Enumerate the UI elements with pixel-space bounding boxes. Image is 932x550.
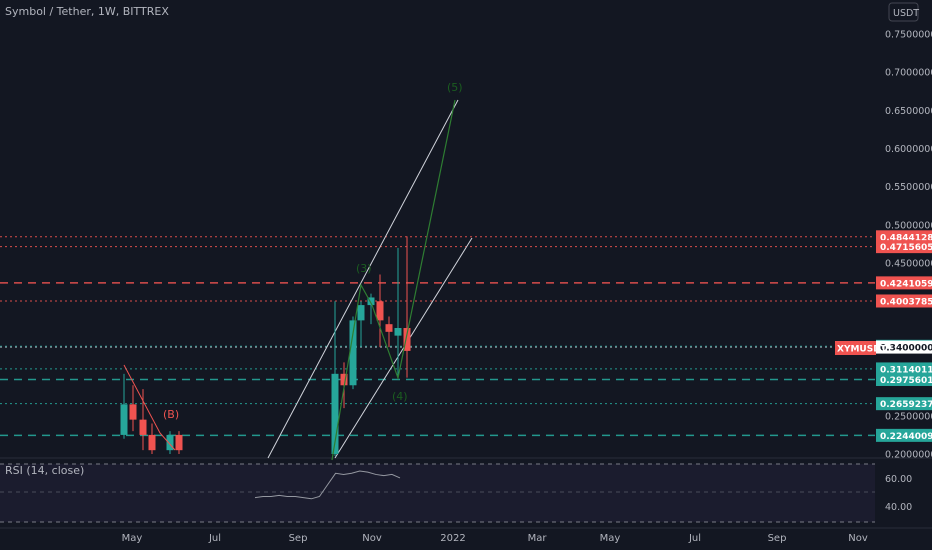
candlestick-series	[120, 236, 411, 456]
y-tick-label: 0.75000000	[885, 30, 932, 41]
y-tick-label: 0.60000000	[885, 144, 932, 155]
rsi-label: RSI (14, close)	[5, 464, 84, 477]
price-label-text: 0.42410591	[880, 279, 932, 289]
y-tick-label: 0.55000000	[885, 182, 932, 193]
candle-body	[367, 297, 375, 306]
price-label-box	[876, 372, 932, 386]
currency-button[interactable]	[888, 2, 919, 22]
price-label-text: 0.22440092	[880, 432, 932, 442]
price-label-text: 0.48441286	[880, 233, 932, 243]
price-label-box	[876, 362, 932, 376]
x-tick-label: Nov	[848, 533, 868, 544]
price-label-text: 0.29756017	[880, 376, 932, 386]
price-labels: 0.484412860.47156056 0.42410591 0.40037858…	[876, 230, 932, 442]
x-tick-label: Jul	[688, 533, 701, 544]
price-label-box	[876, 276, 932, 290]
candle-body	[139, 419, 147, 435]
rsi-tick-40: 40.00	[885, 502, 912, 513]
price-label-box	[876, 428, 932, 442]
x-tick-label: May	[600, 533, 621, 544]
x-tick-label: Jul	[208, 533, 221, 544]
x-tick-label: Sep	[289, 533, 308, 544]
rsi-tick-60: 60.00	[885, 474, 912, 485]
x-tick-label: 2022	[440, 533, 465, 544]
symbol-label: XYMUSDT	[837, 345, 888, 355]
x-tick-label: Sep	[768, 533, 787, 544]
channel-upper-line[interactable]	[267, 99, 459, 459]
y-tick-label: 0.65000000	[885, 106, 932, 117]
price-label-text: 0.40037858	[880, 297, 932, 307]
y-tick-label: 0.50000000	[885, 220, 932, 231]
candle-body	[403, 328, 411, 351]
price-label-box	[876, 240, 932, 254]
y-tick-label: 0.25000000	[885, 411, 932, 422]
wave-path-red[interactable]	[123, 364, 176, 451]
candle-body	[340, 373, 348, 386]
symbol-label-box	[835, 341, 876, 355]
price-label-text: 0.26592374	[880, 400, 932, 410]
y-tick-label: 0.20000000	[885, 450, 932, 461]
candle-body	[148, 434, 156, 451]
x-tick-label: May	[122, 533, 143, 544]
candle-body	[385, 324, 393, 332]
rsi-band	[0, 464, 875, 522]
price-label-box	[876, 294, 932, 308]
rsi-line	[254, 470, 401, 500]
currency-button-label[interactable]: USDT	[893, 8, 919, 19]
horizontal-levels	[0, 236, 875, 437]
candle-body	[376, 301, 384, 321]
y-tick-label: 0.70000000	[885, 68, 932, 79]
wave-label-4: (4)	[392, 390, 408, 403]
y-axis[interactable]: 0.75000000 0.70000000 0.65000000 0.60000000…	[885, 30, 932, 461]
candle-body	[349, 320, 357, 386]
wave-label-b: (B)	[163, 408, 179, 421]
price-label-box	[876, 397, 932, 411]
candle-body	[129, 404, 137, 420]
price-label-box	[876, 340, 932, 354]
candle-body	[120, 404, 128, 435]
wave-label-5: (5)	[447, 81, 463, 94]
wave-label-3: (3)	[356, 262, 372, 275]
price-label-text: 0.47156056	[880, 243, 932, 253]
candle-body	[357, 305, 365, 321]
candle-body	[394, 328, 402, 336]
y-tick-label: 0.45000000	[885, 259, 932, 270]
price-label-text: 0.31140111	[880, 365, 932, 375]
candle-body	[166, 434, 174, 451]
chart-title: Symbol / Tether, 1W, BITTREX	[5, 5, 169, 18]
candle-body	[175, 434, 183, 451]
x-axis[interactable]: May Jul Sep Nov 2022 Mar May Jul Sep Nov	[122, 533, 868, 544]
wave-path-green[interactable]	[331, 99, 456, 461]
x-tick-label: Mar	[528, 533, 548, 544]
candle-body	[331, 373, 339, 454]
x-tick-label: Nov	[362, 533, 382, 544]
price-label-box	[876, 230, 932, 244]
